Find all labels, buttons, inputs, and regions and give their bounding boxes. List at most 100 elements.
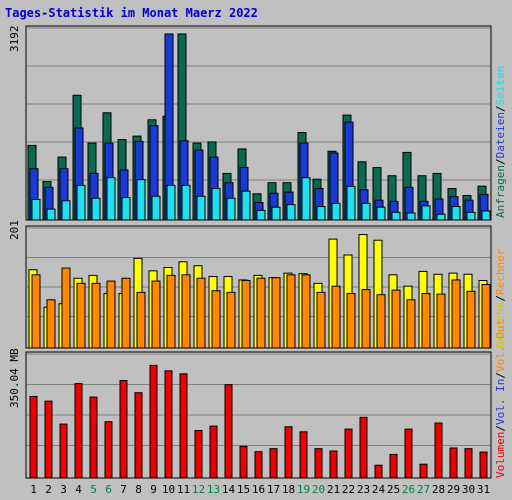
bar-volumen xyxy=(284,426,293,479)
x-tick-label: 6 xyxy=(105,483,112,496)
bar-seiten xyxy=(211,188,221,221)
bar-rechner xyxy=(421,293,431,349)
bar-seiten xyxy=(136,179,146,221)
bar-seiten xyxy=(151,195,161,221)
bar-volumen xyxy=(434,422,443,479)
x-tick-label: 28 xyxy=(432,483,445,496)
bar-rechner xyxy=(46,299,56,349)
x-tick-label: 22 xyxy=(342,483,355,496)
bar-seiten xyxy=(46,208,56,221)
bar-rechner xyxy=(361,289,371,349)
bar-seiten xyxy=(466,211,476,221)
bar-volumen xyxy=(299,431,308,479)
middle-legend: Besuche/Rechner xyxy=(494,248,507,348)
bar-seiten xyxy=(181,184,191,221)
bar-volumen xyxy=(89,396,98,479)
bottom-legend-item: / xyxy=(494,425,507,432)
bottom-legend: Volumen/Vol. In/Vol. Out xyxy=(494,319,507,478)
bar-rechner xyxy=(76,282,86,349)
bar-volumen xyxy=(119,380,128,479)
bar-volumen xyxy=(224,384,233,479)
bar-rechner xyxy=(226,291,236,349)
bar-rechner xyxy=(436,293,446,349)
x-tick-label: 23 xyxy=(357,483,370,496)
bar-seiten xyxy=(376,206,386,221)
bar-rechner xyxy=(256,277,266,349)
x-tick-label: 24 xyxy=(372,483,386,496)
bar-seiten xyxy=(241,190,251,221)
bar-volumen xyxy=(239,445,248,479)
bar-rechner xyxy=(481,283,491,349)
bar-volumen xyxy=(344,428,353,479)
bar-volumen xyxy=(104,421,113,479)
bar-seiten xyxy=(391,211,401,221)
bar-seiten xyxy=(436,213,446,221)
middle-legend-item: Rechner xyxy=(494,248,507,295)
x-tick-label: 29 xyxy=(447,483,460,496)
bar-seiten xyxy=(481,210,491,221)
top-legend-item: Anfragen xyxy=(494,165,507,218)
bar-volumen xyxy=(194,429,203,479)
bar-seiten xyxy=(316,206,326,221)
bar-seiten xyxy=(271,206,281,221)
bar-volumen xyxy=(464,448,473,479)
bar-seiten xyxy=(361,202,371,221)
middle-ymax-label: 201 xyxy=(8,220,21,240)
bottom-legend-item: Volumen xyxy=(494,432,507,478)
bar-volumen xyxy=(44,400,53,479)
bar-seiten xyxy=(31,198,41,221)
bar-seiten xyxy=(286,204,296,221)
bar-volumen xyxy=(134,392,143,479)
bar-rechner xyxy=(316,291,326,349)
x-tick-label: 2 xyxy=(45,483,52,496)
top-legend-item: Dateien xyxy=(494,112,507,158)
bar-seiten xyxy=(421,205,431,221)
x-tick-label: 13 xyxy=(207,483,220,496)
bar-volumen xyxy=(314,448,323,479)
top-legend-item: / xyxy=(494,105,507,112)
bar-rechner xyxy=(451,279,461,349)
bar-rechner xyxy=(286,274,296,349)
bar-volumen xyxy=(374,464,383,479)
x-tick-label: 19 xyxy=(297,483,310,496)
x-tick-label: 3 xyxy=(60,483,67,496)
x-tick-label: 12 xyxy=(192,483,205,496)
bar-rechner xyxy=(466,290,476,349)
bar-seiten xyxy=(76,184,86,221)
bar-seiten xyxy=(331,202,341,221)
x-tick-label: 9 xyxy=(150,483,157,496)
bar-rechner xyxy=(301,274,311,349)
bar-seiten xyxy=(121,197,131,221)
bar-rechner xyxy=(241,280,251,349)
x-tick-label: 27 xyxy=(417,483,430,496)
bar-seiten xyxy=(106,177,116,221)
bottom-legend-item: / xyxy=(494,372,507,379)
bar-seiten xyxy=(226,197,236,221)
x-tick-label: 10 xyxy=(162,483,175,496)
bar-rechner xyxy=(61,267,71,349)
bar-rechner xyxy=(151,280,161,349)
x-tick-label: 7 xyxy=(120,483,127,496)
x-tick-label: 14 xyxy=(222,483,236,496)
x-tick-label: 4 xyxy=(75,483,82,496)
bar-seiten xyxy=(346,185,356,221)
bar-volumen xyxy=(149,364,158,479)
bar-volumen xyxy=(164,370,173,479)
top-legend-item: Seiten xyxy=(494,66,507,106)
bar-rechner xyxy=(91,282,101,349)
bar-seiten xyxy=(91,197,101,221)
bar-seiten xyxy=(301,177,311,221)
bottom-legend-item: Vol. Out xyxy=(494,319,507,372)
top-legend: Anfragen/Dateien/Seiten xyxy=(494,66,507,218)
x-tick-label: 18 xyxy=(282,483,295,496)
middle-legend-item: / xyxy=(494,295,507,302)
bar-volumen xyxy=(179,373,188,479)
bar-rechner xyxy=(181,274,191,349)
bar-rechner xyxy=(406,299,416,349)
bar-rechner xyxy=(106,280,116,349)
bar-seiten xyxy=(61,200,71,221)
x-tick-label: 31 xyxy=(477,483,490,496)
top-legend-item: / xyxy=(494,158,507,165)
bar-rechner xyxy=(196,277,206,349)
